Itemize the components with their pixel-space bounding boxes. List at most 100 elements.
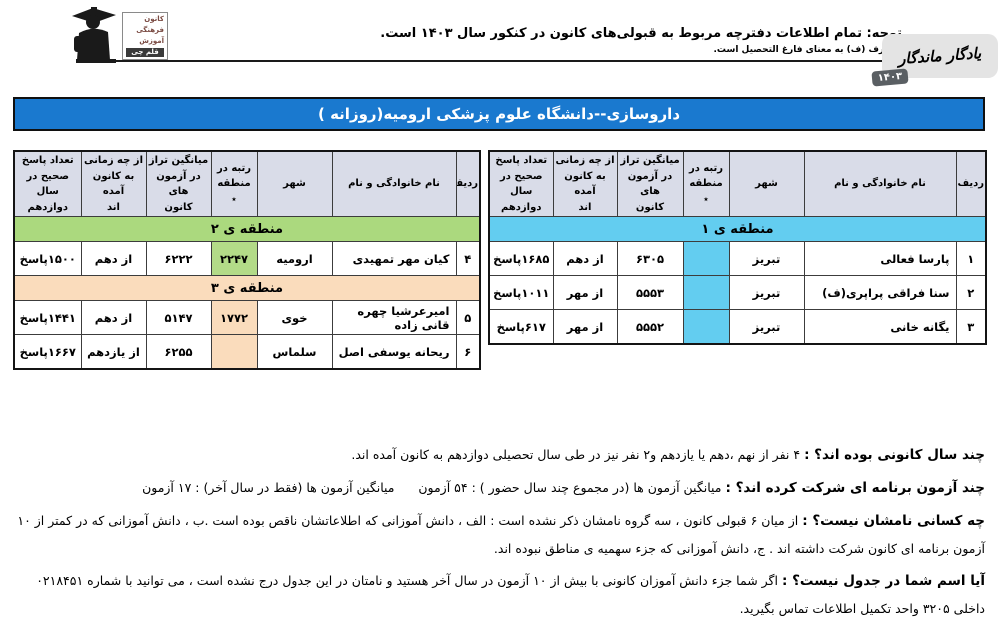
cell-since: از دهم (80, 241, 147, 276)
region2-3-table: ردیف نام خانوادگی و نام شهر رتبه در منطق… (13, 150, 481, 370)
cell-row-number: ۴ (455, 241, 481, 276)
cell-city: تبریز (728, 309, 805, 345)
col-avg-score: میانگین تراز در آزمون های کانون (145, 150, 212, 217)
table-row: ۳ یگانه خانی تبریز ۵۵۵۲ از مهر ۶۱۷پاسخ (488, 309, 987, 345)
region1-band: منطقه ی ۱ (488, 216, 987, 242)
cell-correct-answers: ۱۵۰۰پاسخ (13, 241, 82, 276)
note-kanoon-years: چند سال کانونی بوده اند؟ : ۴ نفر از نهم … (15, 441, 985, 469)
table-row: ۱ پارسا فعالی تبریز ۶۳۰۵ از دهم ۱۶۸۵پاسخ (488, 241, 987, 276)
cell-region-rank: ۱۷۷۲ (210, 300, 258, 335)
page-title: داروسازی--دانشگاه علوم پزشکی ارومیه(روزا… (13, 97, 985, 131)
kanoon-logo: کانون فرهنگی آموزش قلم چی (64, 3, 192, 63)
region2-band: منطقه ی ۲ (13, 216, 481, 242)
cell-avg-score: ۵۵۵۲ (616, 309, 684, 345)
graduate-icon (64, 3, 122, 63)
note-text: از میان ۶ قبولی کانون ، سه گروه نامشان ذ… (13, 513, 985, 556)
table-row: ۲ سنا فراقی پراپری(ف) تبریز ۵۵۵۳ از مهر … (488, 275, 987, 310)
col-name: نام خانوادگی و نام (331, 150, 457, 217)
cell-city: تبریز (728, 241, 805, 276)
col-avg-score: میانگین تراز در آزمون های کانون (616, 150, 684, 217)
region1-table: ردیف نام خانوادگی و نام شهر رتبه در منطق… (488, 150, 987, 345)
cell-since: از مهر (552, 275, 618, 310)
cell-region-rank (682, 241, 730, 276)
note-exam-count: چند آزمون برنامه ای شرکت کرده اند؟ : میا… (15, 474, 985, 502)
cell-city: ارومیه (256, 241, 333, 276)
cell-row-number: ۵ (455, 300, 481, 335)
cell-correct-answers: ۱۴۴۱پاسخ (13, 300, 82, 335)
note-label: چند آزمون برنامه ای شرکت کرده اند؟ : (725, 480, 985, 496)
col-region-rank: رتبه در منطقه ٭ (682, 150, 730, 217)
note-text: اگر شما جزء دانش آموزان کانونی با بیش از… (32, 573, 985, 616)
col-region-rank: رتبه در منطقه ٭ (210, 150, 258, 217)
header-note: توجه: تمام اطلاعات دفترچه مربوط به قبولی… (342, 26, 902, 55)
cell-row-number: ۳ (955, 309, 987, 345)
cell-name: کیان مهر تمهیدی (331, 241, 457, 276)
cell-since: از یازدهم (80, 334, 147, 370)
cell-avg-score: ۶۳۰۵ (616, 241, 684, 276)
note-label: آیا اسم شما در جدول نیست؟ : (781, 573, 985, 589)
table-row: ۶ ریحانه یوسفی اصل سلماس ۶۲۵۵ از یازدهم … (13, 334, 481, 370)
note-label: چند سال کانونی بوده اند؟ : (804, 447, 985, 463)
header-note-sub: ● حرف (ف) به معنای فارغ التحصیل است. (713, 45, 902, 55)
table-header-row: ردیف نام خانوادگی و نام شهر رتبه در منطق… (488, 150, 987, 217)
cell-correct-answers: ۱۰۱۱پاسخ (488, 275, 554, 310)
cell-row-number: ۶ (455, 334, 481, 370)
kanoon-logo-line: قلم چی (126, 48, 164, 57)
col-name: نام خانوادگی و نام (803, 150, 957, 217)
cell-avg-score: ۵۵۵۳ (616, 275, 684, 310)
cell-row-number: ۲ (955, 275, 987, 310)
region2-label: منطقه ی ۲ (13, 216, 481, 242)
cell-region-rank (682, 275, 730, 310)
yadegar-logo-title: یادگار ماندگار (897, 44, 983, 68)
cell-avg-score: ۶۲۲۲ (145, 241, 212, 276)
table-header-row: ردیف نام خانوادگی و نام شهر رتبه در منطق… (13, 150, 481, 217)
header-note-main: توجه: تمام اطلاعات دفترچه مربوط به قبولی… (380, 26, 902, 41)
cell-since: از مهر (552, 309, 618, 345)
cell-avg-score: ۵۱۴۷ (145, 300, 212, 335)
region1-label: منطقه ی ۱ (488, 216, 987, 242)
cell-region-rank (682, 309, 730, 345)
kanoon-logo-line: فرهنگی (136, 26, 164, 34)
cell-city: خوی (256, 300, 333, 335)
cell-region-rank (210, 334, 258, 370)
table-row: ۵ امیرعرشیا چهره قانی زاده خوی ۱۷۷۲ ۵۱۴۷… (13, 300, 481, 335)
cell-region-rank: ۲۲۴۷ (210, 241, 258, 276)
col-row-number: ردیف (955, 150, 987, 217)
table-row: ۴ کیان مهر تمهیدی ارومیه ۲۲۴۷ ۶۲۲۲ از ده… (13, 241, 481, 276)
cell-correct-answers: ۱۶۶۷پاسخ (13, 334, 82, 370)
note-contact: آیا اسم شما در جدول نیست؟ : اگر شما جزء … (15, 567, 985, 622)
cell-name: پارسا فعالی (803, 241, 957, 276)
note-text: میانگین آزمون ها (در مجموع چند سال حضور … (142, 480, 722, 495)
cell-city: تبریز (728, 275, 805, 310)
cell-correct-answers: ۱۶۸۵پاسخ (488, 241, 554, 276)
cell-row-number: ۱ (955, 241, 987, 276)
note-label: چه کسانی نامشان نیست؟ : (802, 513, 985, 529)
cell-name: امیرعرشیا چهره قانی زاده (331, 300, 457, 335)
cell-name: یگانه خانی (803, 309, 957, 345)
footnotes: چند سال کانونی بوده اند؟ : ۴ نفر از نهم … (15, 441, 985, 627)
region3-band: منطقه ی ۳ (13, 275, 481, 301)
col-row-number: ردیف (455, 150, 481, 217)
yadegar-logo-year-badge: ۱۴۰۳ (871, 68, 909, 87)
region3-label: منطقه ی ۳ (13, 275, 481, 301)
col-city: شهر (256, 150, 333, 217)
col-city: شهر (728, 150, 805, 217)
col-correct-answers: تعداد پاسخ صحیح در سال دوازدهم (488, 150, 554, 217)
cell-correct-answers: ۶۱۷پاسخ (488, 309, 554, 345)
cell-since: از دهم (80, 300, 147, 335)
cell-name: سنا فراقی پراپری(ف) (803, 275, 957, 310)
kanoon-logo-line: کانون (144, 15, 164, 23)
note-missing-names: چه کسانی نامشان نیست؟ : از میان ۶ قبولی … (15, 507, 985, 562)
note-text: ۴ نفر از نهم ،دهم یا یازدهم و۲ نفر نیز د… (351, 447, 801, 462)
col-since: از چه زمانی به کانون آمده اند (552, 150, 618, 217)
cell-name: ریحانه یوسفی اصل (331, 334, 457, 370)
cell-avg-score: ۶۲۵۵ (145, 334, 212, 370)
col-since: از چه زمانی به کانون آمده اند (80, 150, 147, 217)
cell-since: از دهم (552, 241, 618, 276)
kanoon-logo-board: کانون فرهنگی آموزش قلم چی (122, 12, 168, 60)
col-correct-answers: تعداد پاسخ صحیح در سال دوازدهم (13, 150, 82, 217)
cell-city: سلماس (256, 334, 333, 370)
kanoon-logo-line: آموزش (139, 37, 164, 45)
header-divider (114, 60, 904, 62)
